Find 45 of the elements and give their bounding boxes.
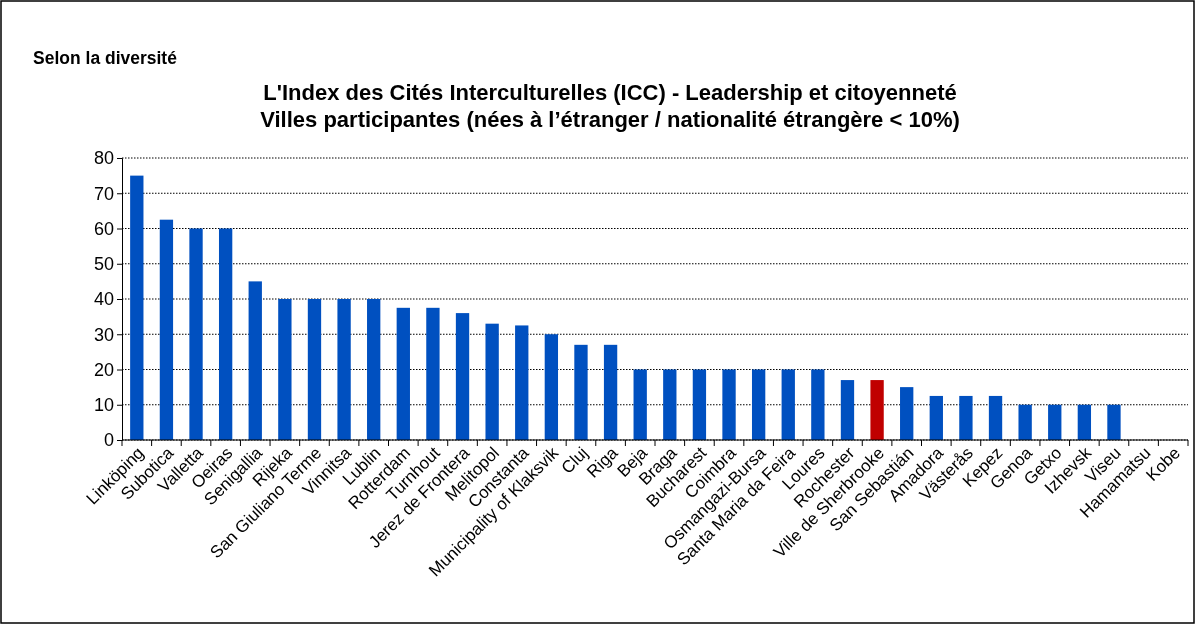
bar — [1107, 404, 1121, 440]
bar — [189, 228, 203, 440]
bar — [396, 307, 410, 440]
bar — [751, 369, 766, 440]
bar — [515, 325, 529, 440]
bar — [574, 344, 588, 440]
y-tick-label: 60 — [93, 218, 114, 239]
y-tick-label: 50 — [93, 254, 114, 275]
bar — [929, 395, 943, 440]
bar — [840, 380, 855, 440]
bar — [218, 228, 233, 440]
bar — [367, 299, 381, 440]
y-tick-label: 0 — [103, 430, 114, 451]
y-tick-label: 70 — [93, 183, 114, 204]
y-tick-label: 20 — [93, 359, 114, 380]
bar — [781, 369, 795, 440]
bar — [337, 299, 351, 440]
bar — [988, 395, 1003, 440]
bar — [633, 369, 647, 440]
bar — [1048, 404, 1062, 440]
y-tick-label: 40 — [93, 289, 114, 310]
bar — [870, 380, 884, 440]
bar — [663, 369, 677, 440]
bar — [811, 369, 825, 440]
y-tick-label: 30 — [93, 324, 114, 345]
y-tick-label: 80 — [93, 148, 114, 169]
text: Selon la diversité — [33, 46, 177, 69]
bar — [248, 281, 262, 440]
bar — [544, 334, 559, 440]
bar — [307, 299, 322, 440]
y-tick-label: 10 — [93, 395, 114, 416]
bar — [1018, 404, 1032, 440]
bar — [455, 313, 470, 440]
bar — [959, 395, 973, 440]
bar — [426, 307, 440, 440]
bar — [485, 323, 499, 440]
bar — [692, 369, 707, 440]
chart-title: L'Index des Cités Interculturelles (ICC) - Leadership et citoyenneté Villes participantes (nées à l’étranger / nationalité étrangère < 10%) — [260, 80, 960, 132]
bar — [159, 219, 174, 440]
bar — [278, 299, 292, 440]
bar — [603, 344, 618, 440]
bar — [1077, 404, 1092, 440]
bar — [130, 175, 144, 440]
bar — [900, 387, 914, 440]
bar — [722, 369, 736, 440]
